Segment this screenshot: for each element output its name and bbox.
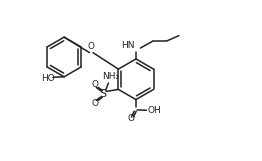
Text: O: O [127, 114, 134, 123]
Text: NH₂: NH₂ [102, 72, 119, 81]
Text: S: S [100, 89, 107, 99]
Text: HO: HO [41, 74, 55, 83]
Text: O: O [92, 99, 99, 108]
Text: O: O [92, 80, 99, 89]
Text: HN: HN [122, 41, 135, 50]
Text: O: O [88, 42, 95, 51]
Text: OH: OH [148, 106, 162, 115]
